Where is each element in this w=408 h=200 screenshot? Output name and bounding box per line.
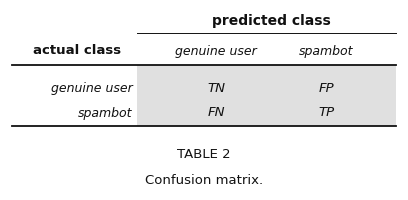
Text: TN: TN — [207, 82, 225, 95]
Text: predicted class: predicted class — [212, 14, 331, 28]
Text: spambot: spambot — [299, 45, 354, 58]
Text: TABLE 2: TABLE 2 — [177, 148, 231, 162]
Text: actual class: actual class — [33, 45, 122, 58]
Text: spambot: spambot — [78, 106, 133, 119]
Text: genuine user: genuine user — [51, 82, 133, 95]
Text: Confusion matrix.: Confusion matrix. — [145, 174, 263, 188]
Text: FP: FP — [319, 82, 334, 95]
Text: FN: FN — [208, 106, 225, 119]
Text: TP: TP — [318, 106, 335, 119]
Bar — [137, 65, 396, 126]
Text: genuine user: genuine user — [175, 45, 257, 58]
